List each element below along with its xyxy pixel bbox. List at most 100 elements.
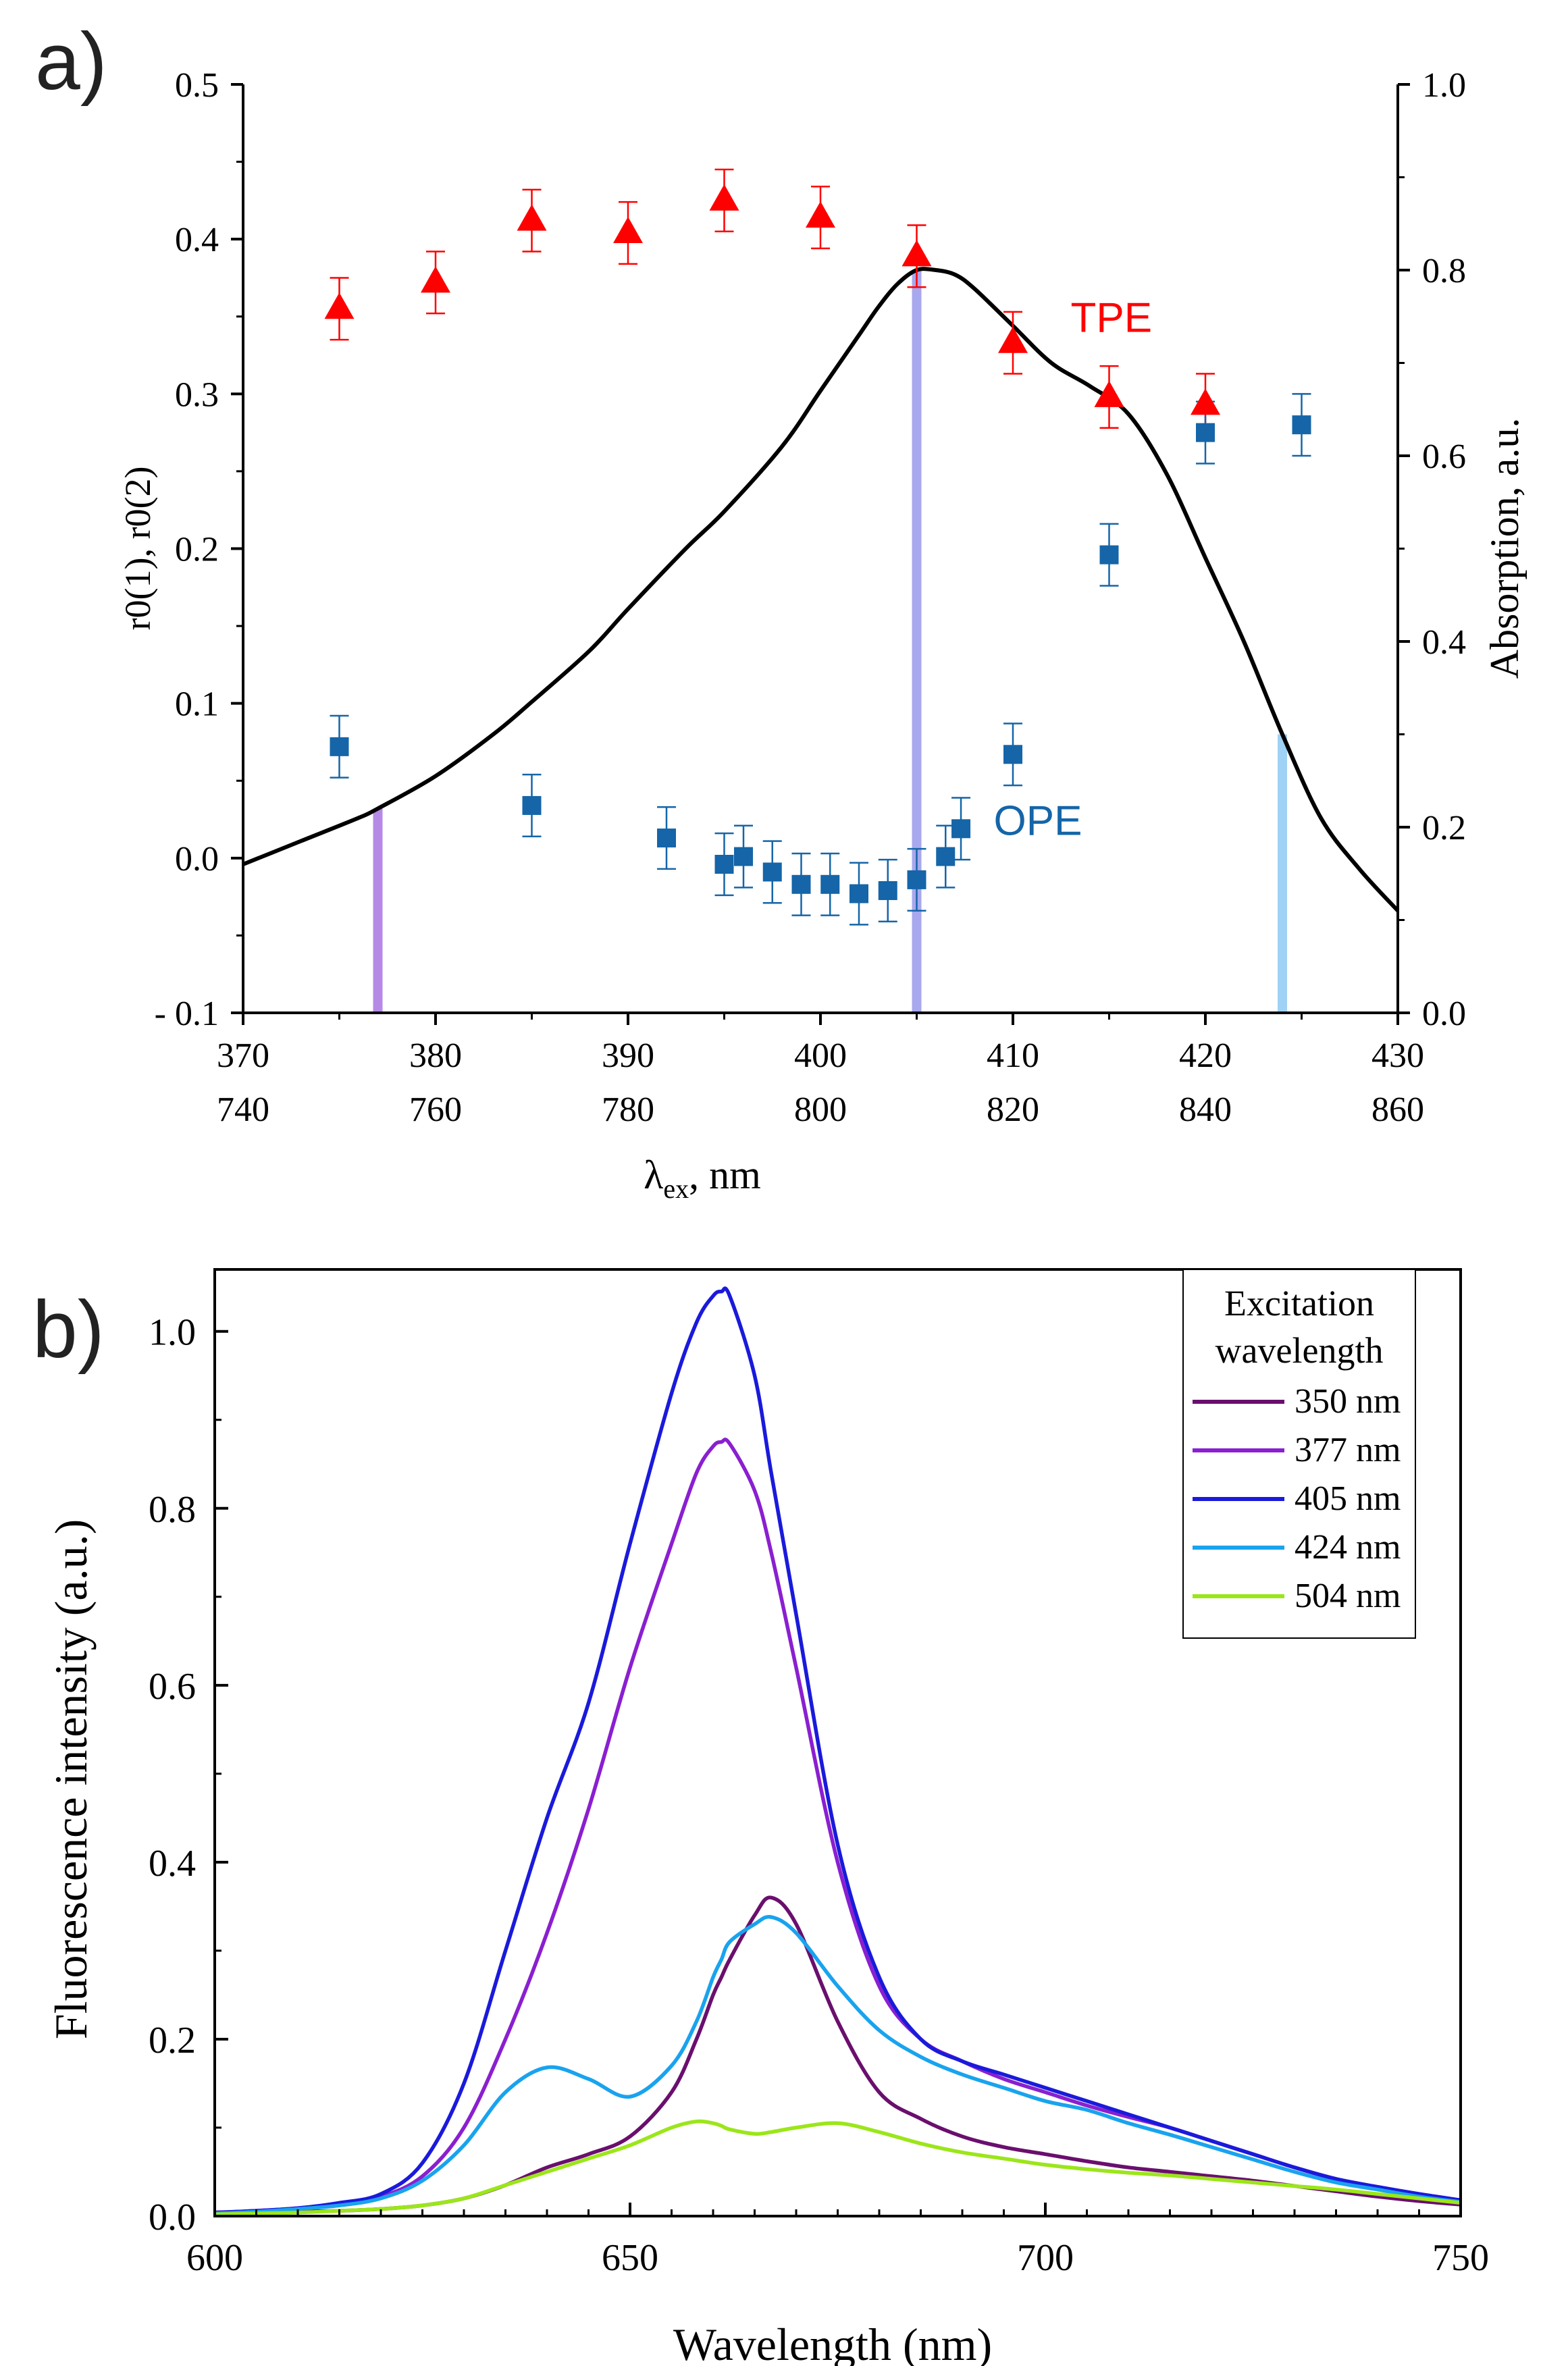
spectrum-line-424-nm bbox=[214, 1914, 1461, 2215]
panel-a-y-right-tick-label: 0.8 bbox=[1422, 252, 1466, 290]
tpe-point bbox=[998, 326, 1028, 353]
ope-point bbox=[522, 795, 542, 815]
panel-a-y-left-tick-label: 0.0 bbox=[175, 840, 219, 878]
panel-a-x2-tick-label: 740 bbox=[217, 1090, 269, 1129]
spectrum-line-504-nm bbox=[214, 2119, 1461, 2217]
ope-point bbox=[936, 847, 956, 866]
tpe-point bbox=[709, 184, 739, 211]
panel-a-y-left-tick-label: 0.1 bbox=[175, 685, 219, 724]
panel-a-x2-tick-label: 860 bbox=[1371, 1090, 1424, 1129]
panel-b-y-tick-label: 0.4 bbox=[149, 1843, 196, 1885]
panel-a-xlabel-sub: ex bbox=[663, 1174, 689, 1204]
spectrum-line-405-nm bbox=[214, 1286, 1461, 2215]
panel-a-ylabel-right: Absorption, a.u. bbox=[1482, 418, 1527, 679]
panel-b-x-tick-label: 700 bbox=[1017, 2237, 1074, 2279]
panel-a-y-right-tick-label: 0.4 bbox=[1422, 623, 1466, 662]
ope-point bbox=[1292, 415, 1311, 435]
legend-title: Excitation bbox=[1224, 1283, 1374, 1323]
panel-a-y-left-tick-label: 0.3 bbox=[175, 375, 219, 414]
panel-b-x-tick-label: 750 bbox=[1432, 2237, 1489, 2279]
panel-a-y-left-tick-label: - 0.1 bbox=[155, 995, 219, 1033]
panel-b-x-tick-label: 650 bbox=[602, 2237, 658, 2279]
panel-a-y-right-tick-label: 0.0 bbox=[1422, 995, 1466, 1033]
panel-b-y-tick-label: 0.8 bbox=[149, 1489, 196, 1531]
vertical-bar-1 bbox=[912, 270, 922, 1013]
panel-a-y-left-tick-label: 0.4 bbox=[175, 221, 219, 259]
tpe-point bbox=[806, 201, 835, 228]
panel-a-x2-tick-label: 820 bbox=[987, 1090, 1039, 1129]
tpe-point bbox=[1094, 380, 1124, 407]
panel-a-ticks: 370 740 380 760 390 780 400 800 410 820 420 840 430 8… bbox=[155, 66, 1466, 1129]
panel-a-y-left-tick-label: 0.5 bbox=[175, 66, 219, 105]
panel-a-ylabel-left: r0(1), r0(2) bbox=[117, 467, 158, 631]
panel-a-x2-tick-label: 800 bbox=[794, 1090, 847, 1129]
panel-a-chart: 370 740 380 760 390 780 400 800 410 820 420 840 430 8… bbox=[117, 66, 1527, 1204]
panel-a-xlabel: λex, nm bbox=[644, 1153, 761, 1204]
ope-point bbox=[330, 737, 349, 756]
panel-b-spectra bbox=[214, 1286, 1461, 2217]
legend: Excitation wavelength 350 nm 377 nm 405 nm 42… bbox=[1182, 1269, 1416, 1639]
tpe-annotation: TPE bbox=[1071, 295, 1153, 342]
panel-a-x2-tick-label: 840 bbox=[1179, 1090, 1232, 1129]
tpe-point bbox=[901, 240, 932, 267]
panel-a-label: a) bbox=[35, 16, 107, 107]
panel-a-xlabel-main: λ bbox=[644, 1153, 663, 1197]
panel-a-y-left-tick-label: 0.2 bbox=[175, 531, 219, 569]
panel-a-x-tick-label: 380 bbox=[409, 1036, 462, 1075]
panel-a-y-right-tick-label: 0.2 bbox=[1422, 809, 1466, 847]
ope-point bbox=[734, 847, 753, 866]
legend-box bbox=[1182, 1269, 1416, 1639]
ope-point bbox=[907, 870, 926, 889]
ope-point bbox=[850, 884, 868, 903]
panel-a-x2-tick-label: 780 bbox=[602, 1090, 654, 1129]
panel-a-error-bars bbox=[330, 168, 1311, 926]
panel-a-x-tick-label: 410 bbox=[987, 1036, 1039, 1075]
panel-b-y-tick-label: 0.0 bbox=[149, 2197, 196, 2238]
legend-title: wavelength bbox=[1216, 1330, 1384, 1371]
panel-a-y-right-tick-label: 1.0 bbox=[1422, 66, 1466, 105]
panel-a-xlabel-suffix: , nm bbox=[689, 1153, 761, 1197]
legend-entry: 377 nm bbox=[1295, 1431, 1401, 1469]
ope-point bbox=[951, 819, 971, 839]
ope-point bbox=[820, 874, 840, 894]
panel-b-y-tick-label: 0.6 bbox=[149, 1666, 196, 1708]
ope-point bbox=[657, 829, 676, 848]
tpe-point bbox=[613, 217, 643, 243]
ope-point bbox=[878, 880, 897, 900]
vertical-bar-2 bbox=[1278, 734, 1287, 1013]
panel-b-y-tick-label: 0.2 bbox=[149, 2020, 196, 2061]
panel-a-x-tick-label: 390 bbox=[602, 1036, 654, 1075]
panel-b-y-tick-label: 1.0 bbox=[149, 1312, 196, 1354]
panel-a-markers bbox=[324, 184, 1311, 903]
panel-a-absorption-curve bbox=[242, 267, 1400, 912]
panel-b-xlabel: Wavelength (nm) bbox=[673, 2319, 992, 2366]
panel-a-y-right-tick-label: 0.6 bbox=[1422, 438, 1466, 476]
panel-a-x-tick-label: 420 bbox=[1179, 1036, 1232, 1075]
panel-a-x-tick-label: 430 bbox=[1371, 1036, 1424, 1075]
ope-point bbox=[1003, 745, 1022, 764]
legend-entry: 405 nm bbox=[1295, 1479, 1401, 1518]
panel-a-x-tick-label: 370 bbox=[217, 1036, 269, 1075]
vertical-bar-0 bbox=[373, 808, 383, 1013]
panel-b-ylabel: Fluorescence intensity (a.u.) bbox=[45, 1519, 97, 2039]
panel-a-x-tick-label: 400 bbox=[794, 1036, 847, 1075]
legend-entry: 424 nm bbox=[1295, 1528, 1401, 1567]
ope-point bbox=[1099, 545, 1119, 564]
panel-b-chart: 600 650 700 750 0.0 0.2 0.4 0.6 0.8 1.0 Excitatio… bbox=[45, 1268, 1489, 2366]
ope-point bbox=[1196, 423, 1215, 442]
panel-a-vertical-bars bbox=[373, 270, 1287, 1013]
panel-b-x-tick-label: 600 bbox=[186, 2237, 243, 2279]
absorption-line bbox=[242, 267, 1400, 912]
tpe-point bbox=[324, 292, 355, 319]
ope-point bbox=[714, 855, 734, 874]
ope-annotation: OPE bbox=[994, 797, 1082, 844]
panel-b-ticks: 600 650 700 750 0.0 0.2 0.4 0.6 0.8 1.0 bbox=[149, 1312, 1489, 2279]
tpe-point bbox=[1191, 388, 1220, 415]
ope-point bbox=[762, 862, 782, 882]
tpe-point bbox=[421, 266, 450, 293]
panel-b-label: b) bbox=[32, 1284, 105, 1375]
legend-entry: 350 nm bbox=[1295, 1382, 1401, 1421]
ope-point bbox=[791, 874, 811, 894]
tpe-point bbox=[517, 204, 547, 231]
